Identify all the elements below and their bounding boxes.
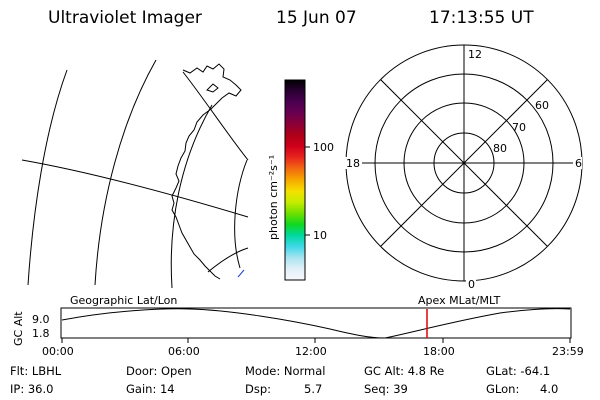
timeline-frame xyxy=(60,307,572,339)
timeline-xtick-0600: 06:00 xyxy=(168,345,200,358)
info-gc-alt: GC Alt: 4.8 Re xyxy=(364,364,445,378)
instrument-title: Ultraviolet Imager xyxy=(48,8,202,28)
polar-diagonal-2 xyxy=(380,79,548,247)
mlt-label-18: 18 xyxy=(346,157,360,170)
mlt-label-12: 12 xyxy=(468,48,482,61)
map-coastline xyxy=(171,63,242,280)
info-seq: Seq: 39 xyxy=(364,382,408,396)
lat-label-80: 80 xyxy=(493,142,507,155)
timeline-altitude-curve xyxy=(61,308,571,339)
colorbar-gradient xyxy=(284,79,306,281)
timeline-xtick-1800: 18:00 xyxy=(423,345,455,358)
info-mode: Mode: Normal xyxy=(245,364,326,378)
map-edge-mark xyxy=(237,269,245,278)
info-flt: Flt: LBHL xyxy=(10,364,62,378)
colorbar-tick-label-10: 10 xyxy=(313,229,327,242)
map-meridian-3 xyxy=(170,104,213,289)
timeline-xtick-1200: 12:00 xyxy=(295,345,327,358)
timeline-ytick-bottom: 1.8 xyxy=(32,327,50,340)
map-meridian-1 xyxy=(27,69,68,286)
timeline-xtick-2359: 23:59 xyxy=(552,345,584,358)
date-label: 15 Jun 07 xyxy=(276,8,357,28)
mlt-label-0: 0 xyxy=(468,278,475,291)
time-label: 17:13:55 UT xyxy=(429,8,534,28)
info-glon-label: GLon: xyxy=(486,382,520,396)
info-glat: GLat: -64.1 xyxy=(486,364,551,378)
timeline-left-title: Geographic Lat/Lon xyxy=(70,294,178,307)
colorbar-unit-label: photon cm⁻²s⁻¹ xyxy=(267,155,280,240)
info-dsp-value: 5.7 xyxy=(304,382,323,396)
info-glon-value: 4.0 xyxy=(540,382,559,396)
lat-label-60: 60 xyxy=(535,99,549,112)
timeline-ytick-top: 9.0 xyxy=(32,313,50,326)
info-ip: IP: 36.0 xyxy=(10,382,54,396)
map-meridian-2 xyxy=(94,59,157,286)
map-coastline-detail xyxy=(206,83,219,93)
colorbar-tick-label-100: 100 xyxy=(313,141,334,154)
mlt-label-6: 6 xyxy=(575,157,582,170)
timeline-xtick-0000: 00:00 xyxy=(42,345,74,358)
map-graticule-diagonal-1 xyxy=(182,71,249,161)
timeline-right-title: Apex MLat/MLT xyxy=(418,294,501,307)
info-gain: Gain: 14 xyxy=(126,382,175,396)
map-latitude-line xyxy=(21,159,249,218)
lat-label-70: 70 xyxy=(512,121,526,134)
info-door: Door: Open xyxy=(126,364,192,378)
timeline-yaxis-label: GC Alt xyxy=(12,311,25,346)
info-dsp-label: Dsp: xyxy=(245,382,272,396)
map-graticule-diagonal-2 xyxy=(207,247,249,273)
